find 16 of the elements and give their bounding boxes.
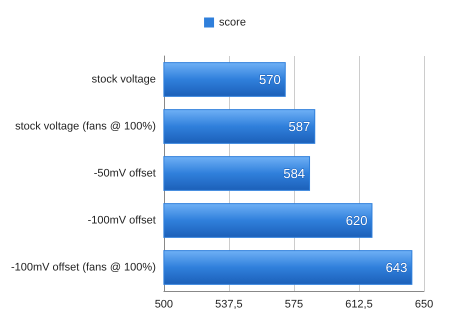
x-tick-label: 500 — [154, 298, 174, 310]
x-tick-label: 575 — [284, 298, 304, 310]
data-label: 570 — [259, 72, 281, 87]
y-tick-label: -100mV offset (fans @ 100%) — [10, 262, 156, 274]
x-tick-label: 537,5 — [215, 298, 243, 310]
legend-label: score — [219, 16, 246, 28]
data-label: 584 — [283, 166, 306, 181]
data-label: 643 — [386, 260, 408, 275]
y-tick-label: stock voltage (fans @ 100%) — [15, 120, 156, 132]
y-tick-label: -50mV offset — [94, 168, 156, 180]
x-tick-label: 612,5 — [345, 298, 373, 310]
y-tick-label: stock voltage — [92, 74, 156, 86]
data-label: 620 — [346, 213, 368, 228]
x-tick-label: 650 — [414, 298, 434, 310]
y-tick-label: -100mV offset — [88, 214, 156, 226]
data-label: 587 — [288, 119, 310, 134]
